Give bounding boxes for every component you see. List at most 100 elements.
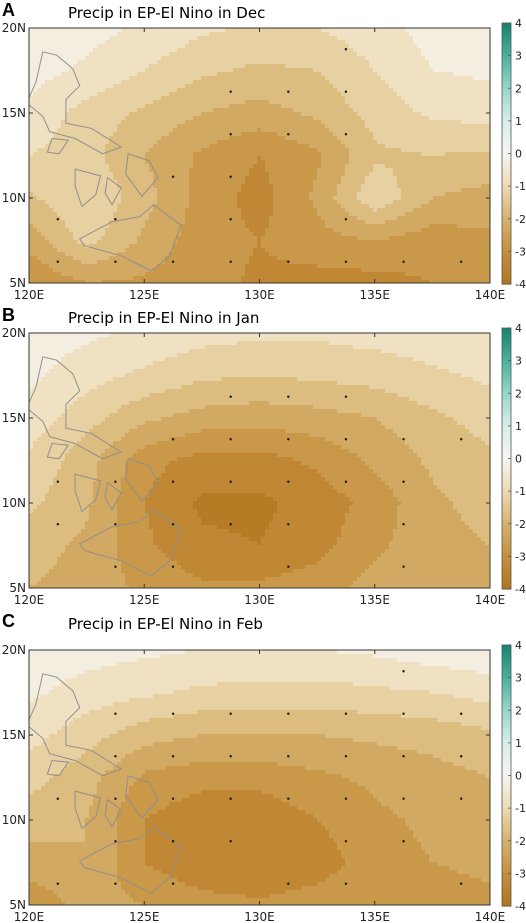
significance-dot	[344, 797, 348, 800]
colorbar-tick-label: -4	[515, 900, 526, 913]
significance-dot	[402, 670, 405, 673]
x-tick-label: 135E	[360, 288, 391, 302]
colorbar-tick-label: -2	[515, 835, 526, 848]
significance-dot	[287, 260, 290, 263]
contour-field	[29, 28, 490, 283]
y-tick-label: 20N	[2, 643, 26, 657]
significance-dot	[459, 882, 463, 885]
significance-dot	[459, 755, 463, 758]
significance-dot	[171, 438, 175, 441]
panel-label: B	[2, 305, 15, 326]
y-tick-label: 5N	[9, 276, 26, 290]
y-tick-label: 10N	[2, 191, 26, 205]
coastline	[29, 51, 182, 272]
colorbar-tick-label: 2	[515, 387, 522, 400]
significance-dot	[459, 797, 463, 800]
colorbar-tick-label: 1	[515, 737, 522, 750]
significance-dot	[344, 260, 348, 263]
colorbar-tick-label: 2	[515, 704, 522, 717]
significance-dots	[56, 395, 463, 568]
colorbar-tick-label: 3	[515, 672, 522, 685]
significance-dot	[114, 480, 117, 483]
significance-dot	[171, 565, 175, 568]
colorbar-tick-label: 3	[515, 50, 522, 63]
significance-dot	[402, 840, 405, 843]
chart-title: Precip in EP-El Nino in Feb	[68, 615, 263, 633]
significance-dot	[287, 438, 290, 441]
significance-dot	[344, 438, 348, 441]
x-tick-label: 130E	[244, 288, 275, 302]
significance-dot	[402, 565, 405, 568]
x-tick-label: 125E	[129, 910, 160, 923]
y-tick-label: 15N	[2, 728, 26, 742]
coastline	[29, 356, 182, 577]
y-tick-label: 10N	[2, 813, 26, 827]
panel-c: C Precip in EP-El Nino in Feb 120E 125E 13…	[0, 611, 526, 923]
colorbar-tick-label: -3	[515, 867, 526, 880]
significance-dot	[229, 712, 232, 715]
significance-dot	[229, 523, 232, 526]
significance-dot	[402, 523, 405, 526]
significance-dot	[459, 712, 463, 715]
significance-dot	[229, 797, 232, 800]
significance-dot	[287, 565, 290, 568]
significance-dot	[402, 480, 405, 483]
significance-dot	[114, 523, 117, 526]
colorbar-tick-label: 2	[515, 82, 522, 95]
y-tick-label: 5N	[9, 898, 26, 912]
y-tick-label: 15N	[2, 411, 26, 425]
significance-dot	[287, 882, 290, 885]
panel-label: C	[2, 611, 15, 632]
significance-dot	[56, 523, 60, 526]
significance-dot	[344, 218, 348, 221]
significance-dot	[344, 755, 348, 758]
colorbar-tick-label: -1	[515, 802, 526, 815]
significance-dot	[56, 797, 60, 800]
panel-label: A	[2, 0, 15, 21]
significance-dots	[56, 48, 463, 263]
colorbar-tick-label: -4	[515, 583, 526, 596]
chart-title: Precip in EP-El Nino in Jan	[68, 309, 259, 327]
significance-dot	[56, 480, 60, 483]
colorbar-tick-label: -4	[515, 278, 526, 291]
significance-dot	[229, 840, 232, 843]
contour-map-chart: 120E 125E 130E 135E 140E 5N 10N 15N 20N 4 3 2 1 0 -1 -2…	[2, 639, 526, 923]
colorbar-tick-label: 4	[515, 322, 522, 335]
colorbar-tick-label: 0	[515, 148, 522, 161]
x-tick-label: 130E	[244, 593, 275, 607]
significance-dot	[171, 480, 175, 483]
x-tick-label: 140E	[475, 288, 506, 302]
significance-dot	[287, 797, 290, 800]
significance-dot	[171, 175, 175, 178]
x-tick-label: 125E	[129, 288, 160, 302]
significance-dot	[402, 260, 405, 263]
y-tick-label: 15N	[2, 106, 26, 120]
x-tick-label: 140E	[475, 910, 506, 923]
colorbar-tick-label: 3	[515, 355, 522, 368]
significance-dot	[287, 755, 290, 758]
significance-dot	[114, 797, 117, 800]
significance-dot	[56, 260, 60, 263]
chart-title: Precip in EP-El Nino in Dec	[68, 4, 265, 22]
significance-dot	[171, 840, 175, 843]
y-tick-label: 20N	[2, 326, 26, 340]
significance-dot	[171, 797, 175, 800]
significance-dot	[229, 218, 232, 221]
significance-dot	[402, 438, 405, 441]
significance-dot	[344, 480, 348, 483]
significance-dot	[229, 480, 232, 483]
colorbar-tick-label: -2	[515, 213, 526, 226]
x-tick-label: 120E	[14, 593, 45, 607]
x-tick-label: 135E	[360, 593, 391, 607]
colorbar-tick-label: -1	[515, 180, 526, 193]
significance-dot	[344, 133, 348, 136]
significance-dot	[344, 90, 348, 93]
significance-dot	[344, 840, 348, 843]
significance-dot	[229, 260, 232, 263]
colorbar-tick-label: 0	[515, 770, 522, 783]
significance-dot	[229, 90, 232, 93]
significance-dot	[171, 882, 175, 885]
significance-dot	[171, 523, 175, 526]
x-tick-label: 140E	[475, 593, 506, 607]
significance-dot	[287, 712, 290, 715]
